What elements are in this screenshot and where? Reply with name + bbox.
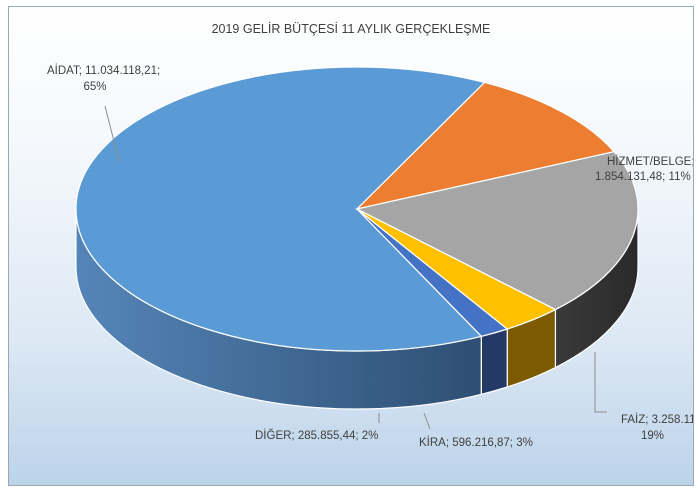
chart-area: 2019 GELİR BÜTÇESİ 11 AYLIK GERÇEKLEŞME … <box>8 6 694 486</box>
leader-line-kira <box>423 412 431 430</box>
data-label-hizmet-belge: HİZMET/BELGE; 1.854.131,48; 11% <box>595 155 693 183</box>
svg-text:HİZMET/BELGE;: HİZMET/BELGE; <box>607 155 693 168</box>
pie-slice-faiz <box>355 151 639 311</box>
pie-slice-diger <box>356 208 509 337</box>
leader-lines <box>104 105 607 430</box>
data-label-diger: DİĞER; 285.855,44; 2% <box>255 429 378 442</box>
chart-title: 2019 GELİR BÜTÇESİ 11 AYLIK GERÇEKLEŞME <box>212 22 491 36</box>
pie-chart: 2019 GELİR BÜTÇESİ 11 AYLIK GERÇEKLEŞME … <box>47 22 693 449</box>
svg-text:1.854.131,48; 11%: 1.854.131,48; 11% <box>595 171 691 183</box>
pie-slices <box>75 66 639 352</box>
svg-text:KİRA; 596.216,87; 3%: KİRA; 596.216,87; 3% <box>419 436 533 449</box>
svg-text:DİĞER; 285.855,44; 2%: DİĞER; 285.855,44; 2% <box>255 429 378 442</box>
svg-text:FAİZ; 3.258.115,57: FAİZ; 3.258.115,57 <box>621 413 693 426</box>
data-label-aidat: AİDAT; 11.034.118,21; 65% <box>47 64 160 93</box>
leader-line-aidat <box>104 105 120 162</box>
pie-side-diger <box>480 328 508 396</box>
svg-text:65%: 65% <box>83 81 106 93</box>
data-label-kira: KİRA; 596.216,87; 3% <box>419 436 533 449</box>
svg-text:19%: 19% <box>641 430 664 442</box>
leader-line-faiz <box>594 352 607 413</box>
data-label-faiz: FAİZ; 3.258.115,57 19% <box>621 413 693 442</box>
pie-slice-hizmet-belge <box>355 81 616 211</box>
pie-slice-aidat <box>75 66 486 352</box>
svg-text:AİDAT; 11.034.118,21;: AİDAT; 11.034.118,21; <box>47 64 160 77</box>
